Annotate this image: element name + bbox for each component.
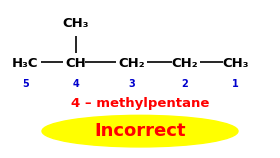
Text: CH₃: CH₃ xyxy=(62,17,89,30)
Text: CH₂: CH₂ xyxy=(118,57,145,70)
Text: 4 – methylpentane: 4 – methylpentane xyxy=(71,97,209,110)
Text: H₃C: H₃C xyxy=(12,57,38,70)
Text: 3: 3 xyxy=(128,79,135,89)
Text: Incorrect: Incorrect xyxy=(94,122,186,140)
Text: 2: 2 xyxy=(181,79,188,89)
Text: CH: CH xyxy=(65,57,86,70)
Text: 4: 4 xyxy=(72,79,79,89)
Text: CH₃: CH₃ xyxy=(222,57,248,70)
Text: CH₂: CH₂ xyxy=(171,57,198,70)
Text: 5: 5 xyxy=(22,79,29,89)
Text: 1: 1 xyxy=(232,79,239,89)
Ellipse shape xyxy=(42,115,238,147)
